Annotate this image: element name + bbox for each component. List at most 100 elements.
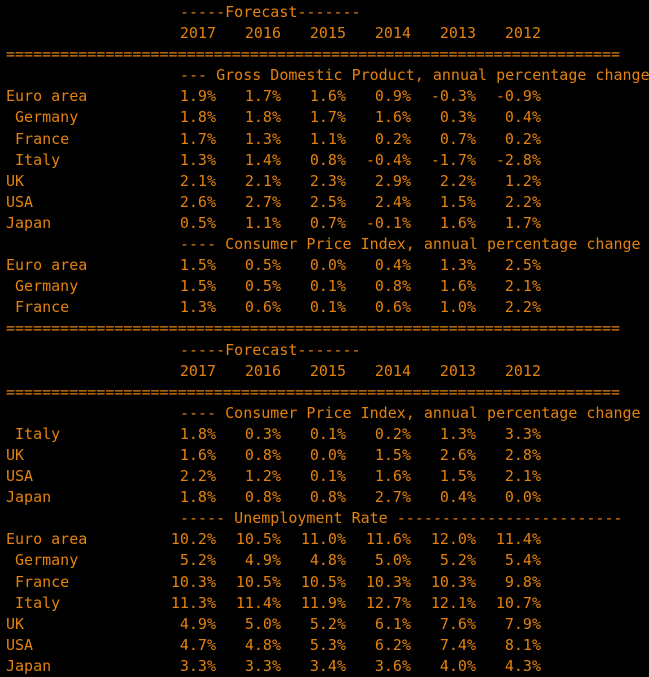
cell-value: -0.4% <box>365 150 411 169</box>
cell-value: 2.6% <box>179 192 216 211</box>
cell-value: 2.7% <box>374 488 411 507</box>
row-label: France <box>6 298 70 317</box>
cell-value: 9.8% <box>504 572 541 591</box>
table-row: Germany 1.8% 1.8% 1.7% 1.6% 0.3% 0.4% <box>0 107 649 128</box>
cell-value: 2.2% <box>439 171 476 190</box>
cell-value: 11.0% <box>300 530 346 549</box>
cell-value: 4.0% <box>439 656 476 675</box>
years-header-spacer <box>6 361 151 382</box>
cell-value: 10.3% <box>430 572 476 591</box>
cell-value: 0.3% <box>244 424 281 443</box>
cell-value: 2.1% <box>504 277 541 296</box>
table-row: Italy 11.3% 11.4% 11.9% 12.7% 12.1% 10.7% <box>0 593 649 614</box>
cell-value: 0.8% <box>244 445 281 464</box>
row-label: Japan <box>6 488 52 507</box>
year-label: 2012 <box>504 24 541 43</box>
table-row: Germany 5.2% 4.9% 4.8% 5.0% 5.2% 5.4% <box>0 550 649 571</box>
cell-value: 2.6% <box>439 445 476 464</box>
cell-value: 10.5% <box>235 572 281 591</box>
cell-value: 7.6% <box>439 614 476 633</box>
cell-value: 10.7% <box>495 593 541 612</box>
cell-value: 5.3% <box>309 635 346 654</box>
cell-value: 2.8% <box>504 445 541 464</box>
cell-value: 1.5% <box>439 467 476 486</box>
cell-value: 11.3% <box>170 593 216 612</box>
cell-value: 0.5% <box>179 213 216 232</box>
year-label: 2014 <box>374 361 411 380</box>
years-header-row: 2017 2016 2015 2014 2013 2012 <box>0 23 649 44</box>
cell-value: 0.5% <box>244 256 281 275</box>
cell-value: 12.7% <box>365 593 411 612</box>
table-row: France 10.3% 10.5% 10.5% 10.3% 10.3% 9.8% <box>0 572 649 593</box>
cell-value: 2.2% <box>504 298 541 317</box>
cell-value: 0.8% <box>309 150 346 169</box>
cell-value: 2.1% <box>504 467 541 486</box>
section-title: ----- Unemployment Rate ----------------… <box>180 509 623 528</box>
row-label: USA <box>6 467 34 486</box>
table-row: France 1.7% 1.3% 1.1% 0.2% 0.7% 0.2% <box>0 129 649 150</box>
cell-value: 5.2% <box>309 614 346 633</box>
separator-line: ========================================… <box>6 319 621 338</box>
cell-value: 0.8% <box>244 488 281 507</box>
table-row: Japan 0.5% 1.1% 0.7% -0.1% 1.6% 1.7% <box>0 213 649 234</box>
year-label: 2017 <box>179 361 216 380</box>
cell-value: 1.3% <box>439 424 476 443</box>
cell-value: 6.2% <box>374 635 411 654</box>
year-label: 2013 <box>439 361 476 380</box>
cell-value: 1.6% <box>179 445 216 464</box>
cell-value: 7.4% <box>439 635 476 654</box>
cell-value: 1.4% <box>244 150 281 169</box>
row-label: Japan <box>6 656 52 675</box>
cell-value: -0.1% <box>365 213 411 232</box>
year-label: 2016 <box>244 361 281 380</box>
table-row: Germany 1.5% 0.5% 0.1% 0.8% 1.6% 2.1% <box>0 276 649 297</box>
row-label: USA <box>6 635 34 654</box>
year-label: 2017 <box>179 24 216 43</box>
cell-value: 1.0% <box>439 298 476 317</box>
cell-value: -0.9% <box>495 87 541 106</box>
cell-value: 3.3% <box>504 424 541 443</box>
cell-value: 7.9% <box>504 614 541 633</box>
row-label: France <box>6 572 70 591</box>
row-label: Euro area <box>6 87 88 106</box>
cell-value: 3.3% <box>179 656 216 675</box>
cell-value: 0.0% <box>309 445 346 464</box>
cell-value: 2.3% <box>309 171 346 190</box>
cell-value: 2.4% <box>374 192 411 211</box>
row-label: Germany <box>6 551 79 570</box>
table-row: USA 2.2% 1.2% 0.1% 1.6% 1.5% 2.1% <box>0 466 649 487</box>
cell-value: 1.6% <box>374 467 411 486</box>
cell-value: 0.1% <box>309 467 346 486</box>
cell-value: 1.6% <box>374 108 411 127</box>
section-title: ---- Consumer Price Index, annual percen… <box>180 403 641 422</box>
row-label: Germany <box>6 277 79 296</box>
cell-value: 0.3% <box>439 108 476 127</box>
cell-value: 5.2% <box>179 551 216 570</box>
cell-value: 5.4% <box>504 551 541 570</box>
cell-value: 1.1% <box>309 129 346 148</box>
year-label: 2016 <box>244 24 281 43</box>
cell-value: 1.9% <box>179 87 216 106</box>
cell-value: 4.8% <box>309 551 346 570</box>
cell-value: 6.1% <box>374 614 411 633</box>
cell-value: 1.2% <box>244 467 281 486</box>
forecast-header: -----Forecast------- <box>180 340 361 359</box>
section-title: --- Gross Domestic Product, annual perce… <box>180 66 649 85</box>
cell-value: 5.0% <box>244 614 281 633</box>
cell-value: 2.9% <box>374 171 411 190</box>
cell-value: 11.4% <box>235 593 281 612</box>
section-title: ---- Consumer Price Index, annual percen… <box>180 235 641 254</box>
cell-value: 1.6% <box>309 87 346 106</box>
cell-value: 2.1% <box>179 171 216 190</box>
cell-value: 5.0% <box>374 551 411 570</box>
table-row: France 1.3% 0.6% 0.1% 0.6% 1.0% 2.2% <box>0 297 649 318</box>
row-label: Germany <box>6 108 79 127</box>
row-label: Euro area <box>6 256 88 275</box>
cell-value: 1.7% <box>504 213 541 232</box>
cell-value: 1.8% <box>179 488 216 507</box>
cell-value: 0.0% <box>504 488 541 507</box>
cell-value: 1.8% <box>244 108 281 127</box>
cell-value: 10.3% <box>365 572 411 591</box>
cell-value: -0.3% <box>430 87 476 106</box>
